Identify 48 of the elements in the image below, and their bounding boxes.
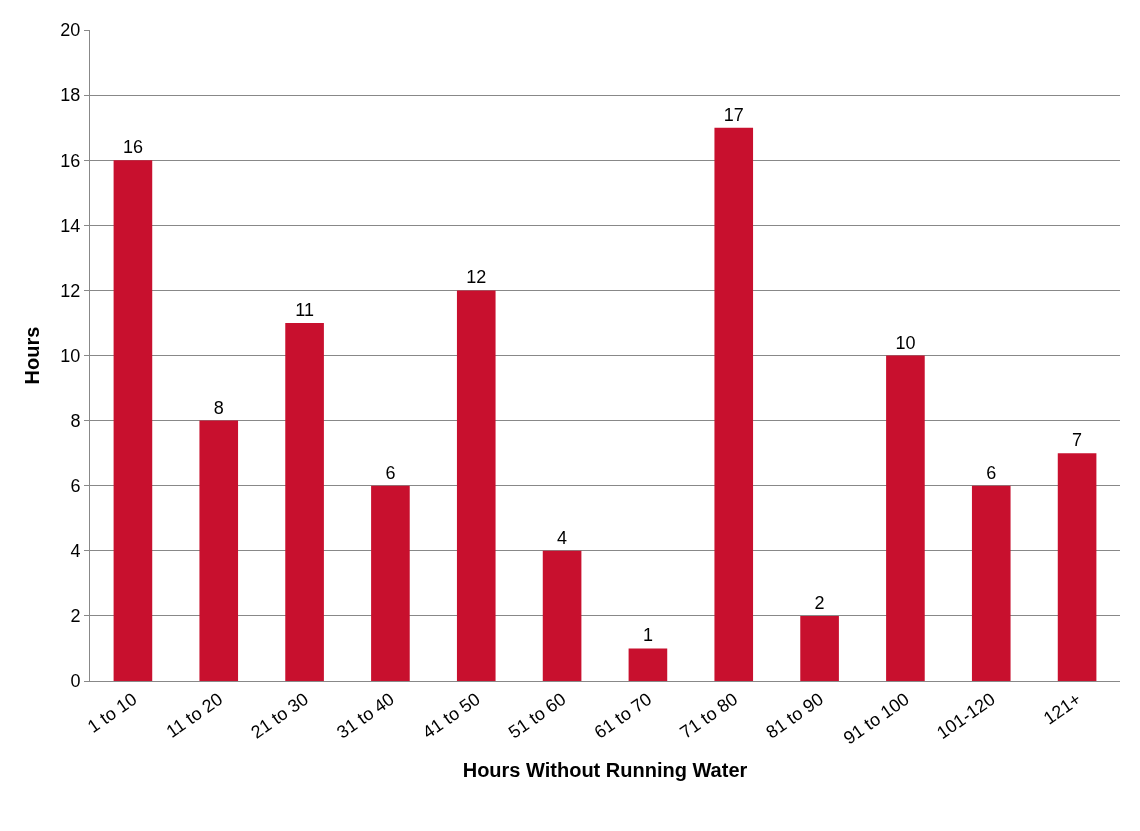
y-tick-label: 12 [60, 280, 81, 301]
data-label: 17 [723, 104, 744, 125]
bar [886, 355, 925, 681]
bar [456, 290, 496, 681]
x-tick-label: 81 to 90 [762, 688, 828, 743]
bar [113, 160, 153, 681]
bar [285, 322, 324, 681]
x-tick-label: 41 to 50 [418, 688, 484, 743]
x-tick-label: 31 to 40 [333, 688, 398, 743]
bar [542, 550, 582, 681]
y-tick-label: 0 [70, 671, 81, 692]
y-axis-title: Hours [20, 326, 43, 385]
x-tick-label: 61 to 70 [590, 688, 656, 743]
data-label: 11 [295, 299, 314, 320]
bar [714, 127, 754, 681]
y-tick-label: 10 [60, 345, 81, 366]
y-tick-label: 2 [70, 606, 81, 627]
x-tick-label: 91 to 100 [839, 688, 913, 749]
data-label: 16 [122, 137, 143, 158]
data-label: 4 [557, 527, 568, 548]
bar [371, 485, 410, 681]
data-label: 2 [814, 592, 825, 613]
data-label: 10 [895, 332, 916, 353]
y-tick-label: 18 [60, 85, 81, 106]
data-label: 6 [385, 462, 396, 483]
bar [1057, 453, 1097, 681]
bar [199, 420, 239, 681]
y-tick-label: 16 [60, 150, 81, 171]
bar [628, 648, 668, 681]
data-label: 8 [213, 397, 224, 418]
x-tick-label: 71 to 80 [676, 688, 742, 743]
data-label: 12 [466, 267, 487, 288]
data-label: 7 [1072, 430, 1083, 451]
x-tick-label: 51 to 60 [504, 688, 570, 743]
y-tick-label: 20 [60, 20, 81, 41]
bar [971, 485, 1011, 681]
y-tick-label: 14 [60, 215, 81, 236]
data-label: 1 [642, 625, 653, 646]
x-tick-label: 121+ [1039, 688, 1085, 729]
x-tick-label: 21 to 30 [247, 688, 313, 743]
y-tick-label: 6 [70, 476, 81, 496]
bar [800, 615, 839, 681]
y-tick-label: 4 [70, 541, 81, 562]
data-label: 6 [986, 462, 997, 483]
x-tick-label: 11 to 20 [162, 688, 227, 742]
x-tick-label: 1 to 10 [83, 688, 141, 737]
x-axis-title: Hours Without Running Water [462, 758, 748, 781]
y-tick-label: 8 [70, 410, 81, 431]
